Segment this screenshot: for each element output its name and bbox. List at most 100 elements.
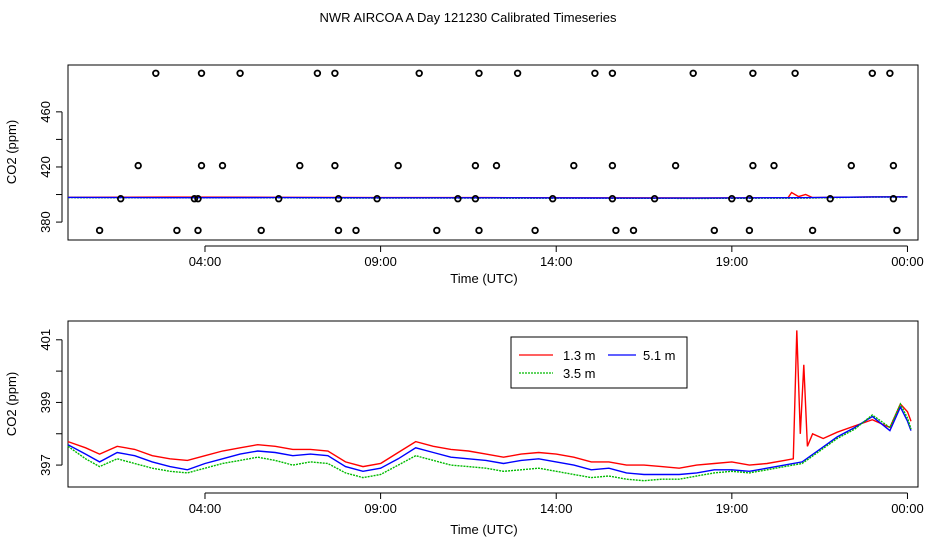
top-chart-marker: [808, 226, 817, 235]
top-chart-marker: [889, 161, 898, 170]
top-chart-y-label: CO2 (ppm): [4, 120, 19, 184]
top-chart-marker: [296, 161, 304, 170]
top-chart-marker: [415, 69, 423, 77]
bottom-chart-x-tick-label: 14:00: [540, 501, 573, 516]
top-chart-marker: [190, 194, 199, 203]
top-chart-marker: [745, 194, 754, 203]
top-chart-marker: [275, 194, 283, 203]
top-chart-y-tick-label: 460: [38, 101, 53, 123]
top-chart-marker: [629, 226, 638, 235]
top-chart-marker: [236, 69, 244, 77]
top-chart-x-tick-label: 00:00: [891, 254, 924, 269]
bottom-chart-line-s3: [67, 405, 912, 476]
top-chart-marker: [886, 69, 894, 77]
bottom-chart-line-s1: [67, 330, 912, 469]
top-chart-marker: [591, 69, 599, 77]
top-chart-marker: [650, 194, 659, 203]
bottom-chart-y-tick-label: 401: [38, 329, 53, 351]
top-chart-marker: [847, 161, 855, 170]
top-chart-marker: [334, 194, 343, 203]
bottom-chart-frame: [67, 320, 919, 488]
top-chart-marker: [194, 194, 202, 203]
top-chart-marker-layer: [95, 69, 901, 235]
top-chart-marker: [95, 226, 104, 235]
top-chart-marker: [671, 161, 680, 170]
top-chart-marker: [570, 161, 578, 170]
top-chart-marker: [152, 69, 160, 77]
top-chart-marker: [492, 161, 501, 170]
top-chart-marker: [893, 226, 901, 235]
top-chart-marker: [608, 69, 617, 77]
top-chart-marker: [373, 194, 381, 203]
bottom-chart-y-tick-label: 397: [38, 454, 53, 476]
top-chart-marker: [218, 161, 227, 170]
top-chart-marker: [471, 194, 480, 203]
top-chart-marker: [197, 69, 206, 77]
top-chart-marker: [331, 161, 339, 170]
top-chart-marker: [728, 194, 736, 203]
top-chart-x-tick-label: 19:00: [716, 254, 749, 269]
top-chart-marker: [612, 226, 620, 235]
top-chart-marker: [791, 69, 799, 77]
legend-label-2: 5.1 m: [643, 348, 676, 363]
top-chart-marker: [352, 226, 360, 235]
top-chart-marker: [454, 194, 462, 203]
top-chart-y-tick-label: 420: [38, 156, 53, 178]
legend-box: [510, 336, 688, 389]
bottom-chart-x-tick-label: 19:00: [716, 501, 749, 516]
top-chart-marker: [394, 161, 402, 170]
top-chart-marker: [549, 194, 557, 203]
top-chart-marker: [770, 161, 778, 170]
top-chart: 04:00 09:00 14:00 19:00 00:00 380 420 460 Time…: [4, 64, 924, 286]
top-chart-marker: [745, 226, 754, 235]
bottom-chart-x-tick-label: 09:00: [364, 501, 397, 516]
top-chart-x-tick-label: 14:00: [540, 254, 573, 269]
top-chart-line-s3: [67, 196, 908, 199]
top-chart-y-tick-label: 380: [38, 211, 53, 233]
top-chart-marker: [313, 69, 322, 77]
top-chart-marker: [889, 194, 898, 203]
top-chart-marker: [826, 194, 834, 203]
top-chart-series-layer: [67, 191, 908, 200]
top-chart-marker: [608, 194, 617, 203]
bottom-chart-series-layer: [67, 330, 912, 482]
top-chart-frame: [67, 64, 919, 241]
top-chart-y-axis: 380 420 460: [38, 101, 63, 233]
top-chart-marker: [331, 69, 339, 77]
top-chart-x-tick-label: 04:00: [189, 254, 222, 269]
top-chart-x-tick-label: 09:00: [364, 254, 397, 269]
top-chart-marker: [608, 161, 617, 170]
top-chart-marker: [689, 69, 697, 77]
legend-label-3: 3.5 m: [563, 366, 596, 381]
top-chart-marker: [749, 69, 757, 77]
top-chart-marker: [116, 194, 125, 203]
top-chart-marker: [749, 161, 757, 170]
top-chart-marker: [134, 161, 142, 170]
bottom-chart-y-tick-label: 399: [38, 392, 53, 414]
top-chart-x-label: Time (UTC): [450, 271, 517, 286]
top-chart-marker: [475, 226, 483, 235]
top-chart-marker: [433, 226, 441, 235]
top-chart-marker: [471, 161, 480, 170]
figure-title: NWR AIRCOA A Day 121230 Calibrated Times…: [320, 10, 617, 25]
legend: 1.3 m 5.1 m 3.5 m: [510, 336, 688, 389]
top-chart-marker: [475, 69, 483, 77]
top-chart-marker: [868, 69, 876, 77]
bottom-chart-x-axis: 04:00 09:00 14:00 19:00 00:00: [189, 492, 924, 516]
bottom-chart-x-label: Time (UTC): [450, 522, 517, 537]
top-chart-marker: [194, 226, 202, 235]
bottom-chart-y-label: CO2 (ppm): [4, 372, 19, 436]
top-chart-marker: [710, 226, 718, 235]
top-chart-x-axis: 04:00 09:00 14:00 19:00 00:00: [189, 245, 924, 269]
top-chart-marker: [197, 161, 206, 170]
top-chart-marker: [334, 226, 343, 235]
top-chart-marker: [531, 226, 539, 235]
bottom-chart-x-tick-label: 04:00: [189, 501, 222, 516]
top-chart-marker: [173, 226, 181, 235]
top-chart-marker: [257, 226, 265, 235]
bottom-chart-y-axis: 397 399 401: [38, 329, 63, 476]
bottom-chart-line-s2: [67, 402, 912, 482]
bottom-chart: 04:00 09:00 14:00 19:00 00:00 397 399 401 Time…: [4, 320, 924, 537]
top-chart-marker: [513, 69, 522, 77]
